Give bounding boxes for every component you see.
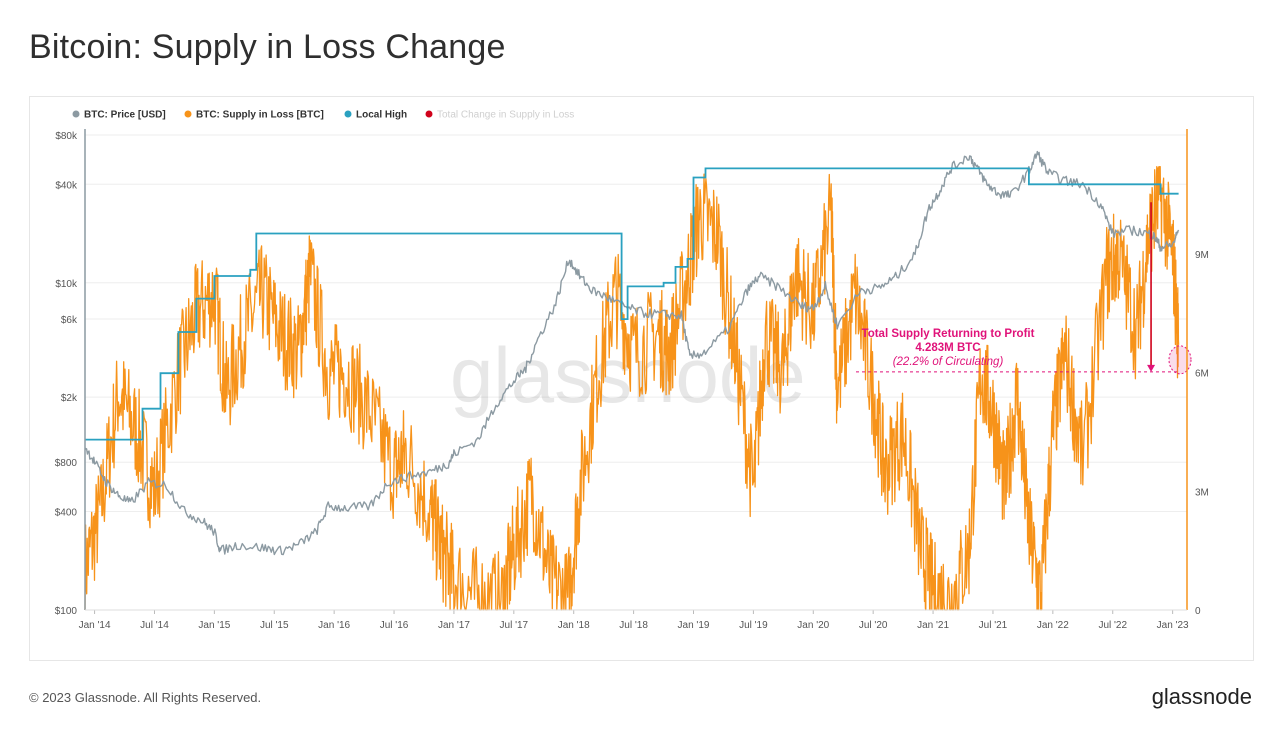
x-tick-label: Jan '19 [678,620,710,631]
x-tick-label: Jan '22 [1037,620,1069,631]
x-tick-label: Jan '18 [558,620,590,631]
x-tick-label: Jul '22 [1098,620,1127,631]
y-left-tick-label: $6k [61,315,78,326]
supply-in-loss-chart: BTC: Price [USD] BTC: Supply in Loss [BTC… [55,110,1209,632]
chart-panel: BTC: Price [USD] BTC: Supply in Loss [BTC… [29,96,1254,661]
local-high-series [85,167,1179,441]
x-tick-label: Jan '21 [917,620,949,631]
supply-in-loss-series [84,166,1180,611]
x-tick-label: Jan '20 [797,620,829,631]
price-line [84,150,1180,556]
y-left-tick-label: $400 [55,507,78,518]
legend-dot [184,110,192,118]
legend-label: Local High [356,110,407,121]
legend-item[interactable]: Total Change in Supply in Loss [425,110,575,121]
local-high-line [85,167,1179,441]
x-tick-label: Jul '21 [979,620,1008,631]
y-right-tick-label: 3M [1195,487,1209,498]
annotation-arrowhead [1147,364,1156,372]
x-tick-label: Jul '18 [619,620,648,631]
y-left-tick-label: $2k [61,393,78,404]
legend-label: BTC: Price [USD] [84,110,166,121]
annotation-group: Total Supply Returning to Profit 4.283M B… [856,202,1192,375]
x-tick-label: Jan '23 [1157,620,1189,631]
x-tick-label: Jan '17 [438,620,470,631]
legend-label: BTC: Supply in Loss [BTC] [196,110,324,121]
annotation-highlight-circle [1168,345,1192,375]
page-title: Bitcoin: Supply in Loss Change [29,28,506,66]
chart-axes: $100 $400 $800 $2k $6k $10k $40k $80k 0 3M 6M 9M Jan… [55,129,1209,631]
legend-item[interactable]: Local High [344,110,408,121]
legend-label: Total Change in Supply in Loss [437,110,574,121]
supply-in-loss-line [84,166,1180,611]
annotation-value: 4.283M BTC [915,342,980,354]
y-left-tick-label: $80k [55,131,78,142]
brand-logo[interactable]: glassnode [1151,684,1252,709]
x-tick-label: Jan '16 [318,620,350,631]
x-tick-label: Jan '15 [198,620,230,631]
legend-dot [72,110,80,118]
y-right-tick-label: 6M [1195,369,1209,380]
y-left-tick-label: $10k [55,279,78,290]
annotation-title: Total Supply Returning to Profit [862,328,1035,340]
x-tick-label: Jan '14 [79,620,111,631]
price-series [84,150,1180,556]
y-right-tick-label: 0 [1195,606,1201,617]
x-tick-label: Jul '15 [260,620,289,631]
legend-item[interactable]: BTC: Supply in Loss [BTC] [184,110,324,121]
x-tick-label: Jul '20 [859,620,888,631]
x-tick-label: Jul '16 [380,620,409,631]
y-left-tick-label: $800 [55,458,78,469]
legend-item[interactable]: BTC: Price [USD] [72,110,166,121]
x-tick-label: Jul '14 [140,620,169,631]
x-tick-label: Jul '19 [739,620,768,631]
annotation-note: (22.2% of Circulating) [893,356,1004,368]
legend-dot [425,110,433,118]
y-left-tick-label: $40k [55,180,78,191]
chart-legend: BTC: Price [USD] BTC: Supply in Loss [BTC… [72,110,575,121]
y-left-tick-label: $100 [55,606,78,617]
copyright-text: © 2023 Glassnode. All Rights Reserved. [29,690,262,705]
y-right-tick-label: 9M [1195,250,1209,261]
legend-dot [344,110,352,118]
x-tick-label: Jul '17 [500,620,529,631]
